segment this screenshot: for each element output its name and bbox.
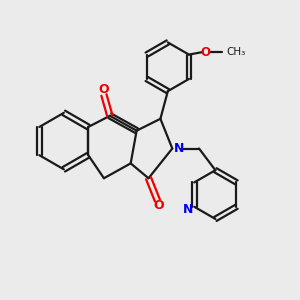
Text: O: O xyxy=(200,46,210,59)
Text: N: N xyxy=(174,142,184,155)
Text: O: O xyxy=(98,83,109,96)
Text: O: O xyxy=(154,200,164,212)
Text: CH₃: CH₃ xyxy=(227,46,246,57)
Text: N: N xyxy=(183,203,194,216)
